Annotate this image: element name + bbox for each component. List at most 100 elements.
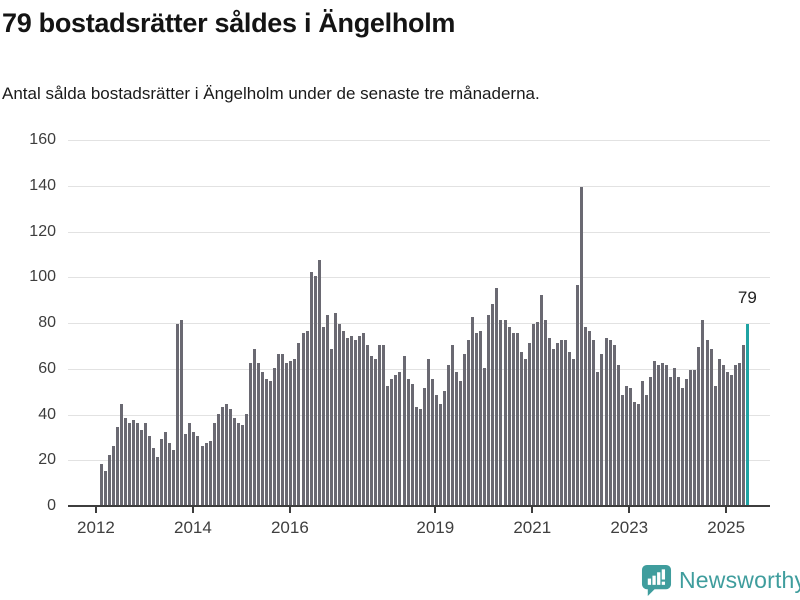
bar (317, 260, 321, 505)
bar (147, 436, 151, 505)
bar (265, 379, 269, 505)
bar (212, 422, 216, 505)
bar (127, 422, 131, 505)
bar (418, 408, 422, 505)
bar (333, 312, 337, 505)
bar (414, 406, 418, 505)
bar (705, 340, 709, 505)
bar (677, 376, 681, 505)
x-tick-mark (628, 507, 631, 513)
bar (576, 285, 580, 505)
highlight-value-label: 79 (737, 288, 757, 307)
bar (616, 365, 620, 505)
bar (160, 438, 164, 505)
x-tick-mark (191, 507, 194, 513)
bar (463, 354, 467, 505)
bar (345, 338, 349, 505)
bar (257, 363, 261, 505)
bar (313, 276, 317, 505)
bar (499, 319, 503, 505)
bar (273, 367, 277, 505)
bar (289, 360, 293, 505)
bar (709, 349, 713, 505)
bar (511, 333, 515, 505)
bar (184, 434, 188, 505)
y-tick-label: 140 (29, 176, 56, 194)
x-tick-label: 2019 (416, 518, 455, 537)
bar (172, 450, 176, 505)
gridline (68, 323, 770, 324)
bar (253, 349, 257, 505)
gridline (68, 231, 770, 233)
bar (556, 342, 560, 505)
bar (362, 333, 366, 505)
bar (200, 445, 204, 505)
bar (293, 358, 297, 505)
bar (652, 360, 656, 505)
bar (737, 363, 741, 505)
bar (232, 418, 236, 505)
bar (111, 445, 115, 505)
y-tick-label: 80 (38, 314, 56, 331)
bar (665, 365, 669, 505)
bar (487, 315, 491, 505)
bar (99, 463, 103, 505)
bar (244, 413, 248, 505)
bar (390, 379, 394, 505)
bar (341, 331, 345, 505)
bar (261, 372, 265, 505)
x-tick-mark (288, 507, 291, 513)
x-tick-label: 2023 (610, 518, 649, 537)
bar (471, 317, 475, 505)
bar (455, 372, 459, 505)
chart-subtitle: Antal sålda bostadsrätter i Ängelholm un… (2, 84, 540, 103)
plot-area (68, 140, 770, 507)
bar (547, 338, 551, 505)
bar (442, 390, 446, 505)
gridline (68, 277, 770, 279)
bar (382, 344, 386, 505)
bar (531, 324, 535, 505)
bar (475, 333, 479, 505)
bar (604, 338, 608, 505)
bar (495, 287, 499, 505)
bar (430, 379, 434, 505)
bar (224, 404, 228, 505)
bar (152, 447, 156, 505)
bar (483, 367, 487, 505)
bar (596, 372, 600, 505)
bar (697, 347, 701, 505)
bar (426, 358, 430, 505)
bar (168, 443, 172, 505)
bar (370, 356, 374, 505)
bar (398, 372, 402, 505)
highlight-bar (745, 324, 749, 505)
bar (693, 370, 697, 505)
bar (236, 422, 240, 505)
bar (188, 422, 192, 505)
y-tick-label: 120 (29, 222, 56, 240)
bar (156, 456, 160, 505)
bar (131, 420, 135, 505)
bar (123, 418, 127, 505)
bar (119, 404, 123, 505)
bar (741, 344, 745, 505)
bar (422, 388, 426, 505)
bar (240, 424, 244, 505)
bar (608, 340, 612, 505)
bar (285, 363, 289, 505)
bar (721, 365, 725, 505)
bar (277, 354, 281, 505)
bar (584, 326, 588, 505)
bar (729, 374, 733, 505)
bar (446, 365, 450, 505)
bar (394, 374, 398, 505)
gridline (68, 140, 770, 141)
x-tick-mark (725, 507, 728, 513)
bar (325, 315, 329, 505)
bar (689, 370, 693, 505)
bar (523, 358, 527, 505)
bar (305, 331, 309, 505)
newsworthy-logo[interactable]: Newsworthy (641, 564, 800, 597)
bar (568, 351, 572, 505)
